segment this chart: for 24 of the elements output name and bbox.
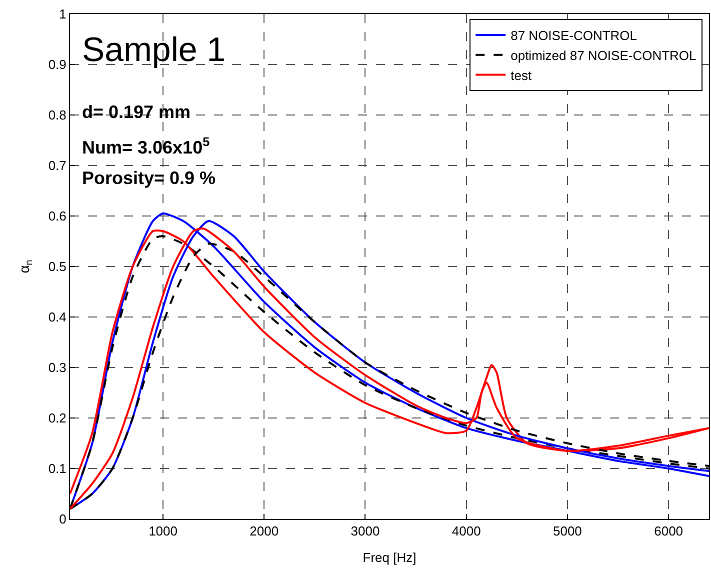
- y-tick-label: 0.5: [48, 259, 66, 274]
- legend-label: 87 NOISE-CONTROL: [510, 28, 638, 44]
- y-tick-label: 0: [59, 512, 66, 527]
- y-tick-label: 0.6: [48, 208, 66, 224]
- y-tick-label: 0.9: [48, 57, 66, 72]
- y-tick-label: 0.3: [48, 360, 66, 376]
- y-tick-label: 0.2: [48, 410, 66, 426]
- y-tick-label: 0.7: [48, 158, 66, 174]
- x-axis-title: Freq [Hz]: [362, 550, 416, 566]
- legend-label: test: [510, 68, 532, 83]
- y-tick-label: 1: [59, 6, 66, 22]
- x-tick-label: 4000: [452, 524, 481, 539]
- y-tick-label: 0.1: [48, 461, 66, 476]
- annotation: Porosity= 0.9 %: [82, 168, 216, 188]
- annotation: Sample 1: [82, 31, 226, 69]
- annotation: Num= 3.06x10$^{5}$: [82, 135, 210, 158]
- x-tick-label: 3000: [350, 524, 380, 539]
- legend-label: optimized 87 NOISE-CONTROL: [510, 48, 696, 63]
- y-tick-label: 0.8: [48, 108, 66, 123]
- x-tick-label: 2000: [250, 524, 279, 539]
- y-tick-label: 0.4: [48, 310, 66, 325]
- x-tick-label: 6000: [654, 524, 684, 539]
- x-tick-label: 5000: [552, 524, 582, 539]
- x-tick-label: 1000: [148, 524, 178, 539]
